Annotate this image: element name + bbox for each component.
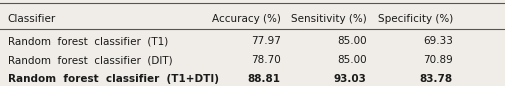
Text: Sensitivity (%): Sensitivity (%) (290, 14, 366, 24)
Text: Specificity (%): Specificity (%) (377, 14, 452, 24)
Text: Random  forest  classifier  (T1+DTI): Random forest classifier (T1+DTI) (8, 74, 218, 84)
Text: 78.70: 78.70 (250, 55, 280, 65)
Text: 83.78: 83.78 (419, 74, 452, 84)
Text: Random  forest  classifier  (T1): Random forest classifier (T1) (8, 36, 168, 46)
Text: Random  forest  classifier  (DIT): Random forest classifier (DIT) (8, 55, 172, 65)
Text: 69.33: 69.33 (422, 36, 452, 46)
Text: Accuracy (%): Accuracy (%) (212, 14, 280, 24)
Text: 85.00: 85.00 (336, 36, 366, 46)
Text: 93.03: 93.03 (333, 74, 366, 84)
Text: Classifier: Classifier (8, 14, 56, 24)
Text: 70.89: 70.89 (422, 55, 452, 65)
Text: 77.97: 77.97 (250, 36, 280, 46)
Text: 88.81: 88.81 (247, 74, 280, 84)
Text: 85.00: 85.00 (336, 55, 366, 65)
